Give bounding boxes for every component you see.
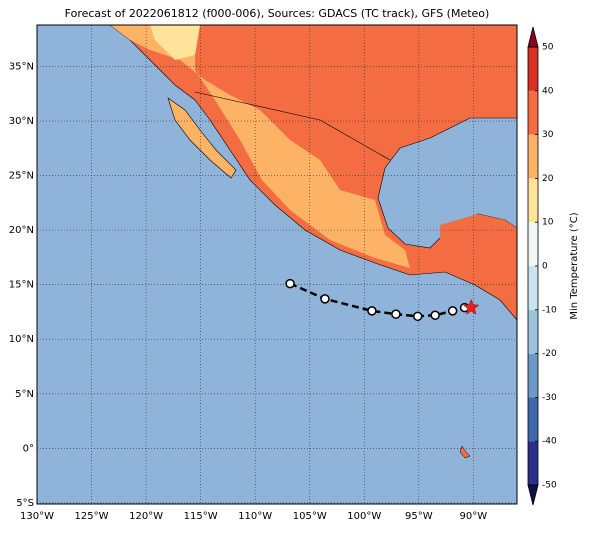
- map-frame: [36, 24, 518, 505]
- colorbar-extend-low: [527, 484, 539, 506]
- colorbar: -50 -40 -30 -20 -10 0 10 20 30 40 50: [527, 26, 557, 506]
- colorbar-bin: [528, 90, 538, 135]
- y-tick-label: 25°N: [9, 171, 34, 182]
- grid: [36, 25, 517, 504]
- y-tick-label: 0°: [23, 443, 34, 454]
- x-tick-label: 95°W: [405, 511, 433, 522]
- colorbar-label: Min Temperature (°C): [569, 212, 580, 319]
- track-point: [412, 311, 423, 322]
- y-tick-label: 10°N: [9, 334, 34, 345]
- x-tick-label: 115°W: [184, 511, 218, 522]
- track-point: [285, 278, 295, 289]
- colorbar-bin: [528, 309, 538, 354]
- x-tick-label: 120°W: [129, 511, 163, 522]
- track: [285, 278, 480, 322]
- colorbar-tick-label: 10: [542, 218, 554, 228]
- x-tick-label: 110°W: [238, 511, 272, 522]
- central-america: [440, 214, 517, 270]
- land: [109, 24, 518, 459]
- colorbar-bin: [528, 178, 538, 223]
- colorbar-tick-label: 30: [542, 130, 554, 140]
- colorbar-bin: [528, 134, 538, 179]
- baja-peninsula: [167, 97, 237, 179]
- track-point: [320, 294, 330, 304]
- x-tick-label: 90°W: [460, 511, 488, 522]
- track-point: [367, 306, 377, 316]
- land-warm-patch: [110, 25, 410, 268]
- border: [194, 91, 391, 161]
- y-tick-label: 35°N: [9, 61, 34, 72]
- x-tick-label: 105°W: [293, 511, 327, 522]
- colorbar-tick-label: 20: [542, 174, 554, 184]
- colorbar-tick-label: 50: [542, 43, 554, 53]
- colorbar-tick-label: 0: [542, 262, 548, 272]
- colorbar-bin: [528, 47, 538, 91]
- y-tick-label: 5°N: [15, 389, 34, 400]
- x-tick-label: 125°W: [75, 511, 109, 522]
- colorbar-bin: [528, 397, 538, 442]
- colorbar-tick-label: -20: [542, 349, 557, 359]
- colorbar-bin: [528, 222, 538, 266]
- map-title: Forecast of 2022061812 (f000-006), Sourc…: [65, 7, 490, 20]
- current-position: [462, 298, 480, 315]
- y-tick-label: 15°N: [9, 280, 34, 291]
- colorbar-extend-high: [527, 26, 539, 48]
- track-point: [430, 310, 440, 320]
- track-point: [391, 309, 401, 319]
- land-mild-patch: [150, 25, 200, 60]
- y-tick-label: 5°S: [16, 498, 34, 509]
- y-tick-label: 20°N: [9, 225, 34, 236]
- colorbar-bin: [528, 266, 538, 310]
- colorbar-tick-label: -30: [542, 393, 557, 403]
- colorbar-tick-label: -50: [542, 481, 557, 491]
- track-point: [447, 306, 458, 316]
- galapagos: [459, 445, 471, 459]
- colorbar-tick-label: -40: [542, 437, 557, 447]
- colorbar-bin: [528, 353, 538, 398]
- colorbar-bin: [528, 441, 538, 485]
- x-tick-label: 100°W: [347, 511, 381, 522]
- colorbar-tick-label: -10: [542, 305, 557, 315]
- x-tick-label: 130°W: [20, 511, 54, 522]
- y-tick-label: 30°N: [9, 116, 34, 127]
- colorbar-tick-label: 40: [542, 86, 554, 96]
